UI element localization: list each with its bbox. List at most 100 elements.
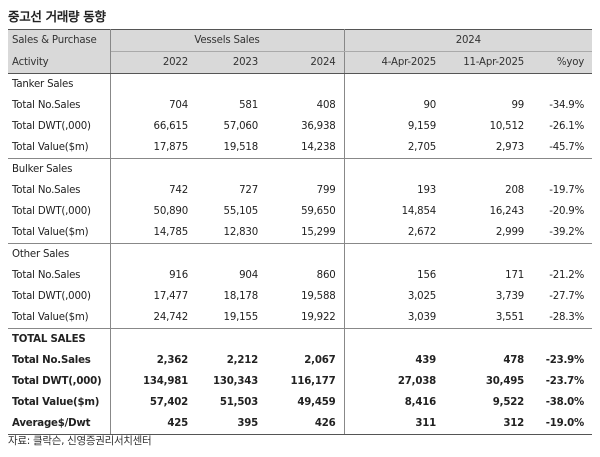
source-note: 자료: 클락슨, 신영증권리서치센터 <box>8 435 152 447</box>
value-cell: 24,742 <box>153 312 189 323</box>
empty-cell <box>196 73 266 95</box>
value-cell: 36,938 <box>266 116 345 137</box>
header-2024: 2024 <box>344 29 593 52</box>
empty-cell <box>532 73 593 95</box>
value-cell: 51,503 <box>219 397 258 408</box>
value-cell: 49,459 <box>266 392 345 413</box>
table-row: Total DWT(,000) 50,890 55,105 59,650 14,854 1… <box>8 201 592 222</box>
value-cell: -45.7% <box>549 142 585 153</box>
value-cell: 2,705 <box>407 142 437 153</box>
value-cell: 2,672 <box>407 227 437 238</box>
value-cell: 3,551 <box>495 312 525 323</box>
row-label: Total No.Sales <box>8 265 111 286</box>
value-cell: 14,854 <box>401 206 437 217</box>
header-sales-purchase: Sales & Purchase <box>8 29 111 52</box>
value-cell: 9,522 <box>492 397 525 408</box>
value-cell: 171 <box>505 270 525 281</box>
header-activity: Activity <box>8 51 111 74</box>
value-cell: 3,739 <box>495 291 525 302</box>
value-cell: -21.2% <box>549 270 585 281</box>
table-row: Total DWT(,000) 17,477 18,178 19,588 3,025 3,… <box>8 286 592 307</box>
value-cell: 15,299 <box>266 222 345 244</box>
value-cell: 799 <box>266 180 345 201</box>
row-label: Total DWT(,000) <box>8 371 111 392</box>
value-cell: 130,343 <box>212 376 258 387</box>
empty-cell <box>266 158 345 180</box>
value-cell: 57,060 <box>223 121 259 132</box>
table-row: Average$/Dwt 425 395 426 311 312 -19.0% <box>8 413 593 435</box>
table-row: Total DWT(,000) 134,981 130,343 116,177 27,0… <box>8 371 592 392</box>
value-cell: 156 <box>417 270 437 281</box>
value-cell: 425 <box>110 413 196 435</box>
value-cell: 860 <box>266 265 345 286</box>
row-label: Total No.Sales <box>8 350 111 371</box>
page-title: 중고선 거래량 동향 <box>8 9 106 24</box>
value-cell: 2,067 <box>266 350 345 371</box>
header-col-2024: 2024 <box>266 51 345 74</box>
value-cell: 581 <box>239 100 258 111</box>
value-cell: 116,177 <box>266 371 345 392</box>
row-label: Total Value($m) <box>8 222 111 244</box>
empty-cell <box>344 328 445 350</box>
value-cell: 30,495 <box>485 376 525 387</box>
row-label: Total DWT(,000) <box>8 286 111 307</box>
table-body: Tanker Sales Total No.Sales 704 581 408 90 99-… <box>8 73 593 435</box>
empty-cell <box>266 243 345 265</box>
empty-cell <box>344 73 445 95</box>
empty-cell <box>532 328 593 350</box>
value-cell: 439 <box>415 355 437 366</box>
row-label: Average$/Dwt <box>8 413 111 435</box>
header-row-2: Activity 2022 2023 2024 4-Apr-2025 11-Ap… <box>8 51 593 74</box>
value-cell: 408 <box>266 95 345 116</box>
value-cell: 19,518 <box>223 142 259 153</box>
value-cell: 2,212 <box>226 355 258 366</box>
value-cell: -23.7% <box>545 376 585 387</box>
empty-cell <box>444 158 533 180</box>
empty-cell <box>110 328 196 350</box>
section-title: Other Sales <box>8 243 111 265</box>
value-cell: 3,025 <box>407 291 437 302</box>
row-label: Total No.Sales <box>8 95 111 116</box>
value-cell: 19,155 <box>223 312 259 323</box>
value-cell: 10,512 <box>489 121 525 132</box>
header-col-2022: 2022 <box>110 51 196 74</box>
section-title: Tanker Sales <box>8 73 111 95</box>
value-cell: 3,039 <box>407 312 437 323</box>
value-cell: -34.9% <box>549 100 585 111</box>
table-row: Total No.Sales 704 581 408 90 99 -34.9% <box>8 95 592 116</box>
table-row: Total No.Sales 2,362 2,212 2,067 439 478 -23.9… <box>8 350 592 371</box>
value-cell: 90 <box>423 100 437 111</box>
section-title: TOTAL SALES <box>8 328 111 350</box>
table-row: Total Value($m) 24,742 19,155 19,922 3,039 3,… <box>8 307 592 329</box>
value-cell: 19,922 <box>266 307 345 329</box>
value-cell: 17,875 <box>153 142 189 153</box>
empty-cell <box>444 243 533 265</box>
section-row: Bulker Sales <box>8 158 593 180</box>
value-cell: 27,038 <box>397 376 437 387</box>
value-cell: 99 <box>511 100 525 111</box>
value-cell: -19.0% <box>532 413 593 435</box>
value-cell: 311 <box>344 413 445 435</box>
value-cell: 916 <box>169 270 188 281</box>
value-cell: 8,416 <box>404 397 437 408</box>
value-cell: 426 <box>266 413 345 435</box>
value-cell: 19,588 <box>266 286 345 307</box>
row-label: Total DWT(,000) <box>8 201 111 222</box>
value-cell: 208 <box>505 185 525 196</box>
value-cell: 55,105 <box>223 206 259 217</box>
value-cell: 12,830 <box>223 227 259 238</box>
value-cell: -20.9% <box>549 206 585 217</box>
empty-cell <box>196 158 266 180</box>
value-cell: 312 <box>444 413 533 435</box>
value-cell: 50,890 <box>153 206 189 217</box>
row-label: Total Value($m) <box>8 137 111 159</box>
value-cell: -27.7% <box>549 291 585 302</box>
empty-cell <box>444 328 533 350</box>
value-cell: 66,615 <box>153 121 189 132</box>
value-cell: 704 <box>169 100 188 111</box>
value-cell: 478 <box>503 355 525 366</box>
value-cell: 16,243 <box>489 206 525 217</box>
table-row: Total No.Sales 916 904 860 156 171 -21.2% <box>8 265 592 286</box>
row-label: Total No.Sales <box>8 180 111 201</box>
